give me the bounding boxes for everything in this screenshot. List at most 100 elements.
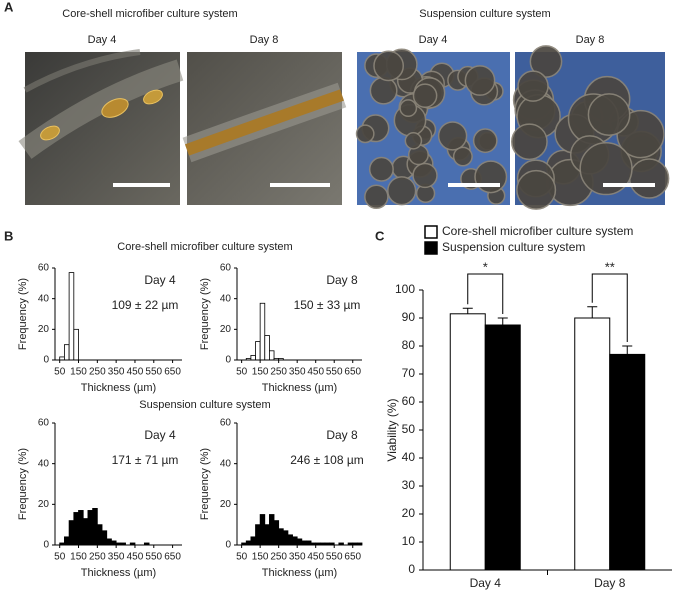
legend-swatch (424, 225, 438, 239)
legend-label: Suspension culture system (442, 240, 585, 254)
spheroid (437, 121, 468, 151)
x-tick-label: Day 8 (594, 576, 626, 590)
y-tick-label: 90 (402, 310, 416, 324)
image-label: Day 4 (88, 34, 117, 46)
image-label: Day 4 (419, 34, 448, 46)
annotation: 171 ± 71 µm (112, 453, 179, 467)
histogram-bar (68, 272, 75, 361)
bar (484, 324, 521, 571)
x-tick-label: 150 (252, 367, 269, 378)
spheroid (412, 162, 438, 189)
x-tick-label: 250 (270, 552, 287, 563)
annotation: Day 8 (326, 273, 358, 287)
x-tick-label: 350 (108, 367, 125, 378)
histogram-bar (101, 530, 108, 546)
x-tick-label: 450 (127, 367, 144, 378)
significance-label: ** (605, 259, 615, 274)
error-bar (462, 307, 473, 314)
spheroid (404, 131, 423, 150)
x-axis-label: Thickness (µm) (81, 382, 156, 394)
y-tick-label: 20 (38, 324, 50, 335)
histogram-bar (287, 534, 293, 546)
histogram-bar (82, 518, 89, 546)
spheroid (516, 169, 557, 210)
annotation: Day 8 (326, 428, 358, 442)
legend-label: Core-shell microfiber culture system (442, 224, 633, 238)
histogram-bar (87, 510, 94, 546)
panel-label: C (375, 228, 385, 243)
y-axis-label: Frequency (%) (199, 278, 211, 350)
histogram-bar (264, 524, 270, 546)
annotation: Day 4 (144, 428, 176, 442)
histogram-bar (273, 520, 280, 546)
y-tick-label: 60 (220, 418, 232, 429)
x-tick-label: 50 (54, 552, 66, 563)
histogram-bar (306, 540, 312, 546)
x-tick-label: 350 (108, 552, 125, 563)
annotation: 246 ± 108 µm (290, 453, 364, 467)
spheroid (412, 83, 438, 109)
x-tick-label: 50 (236, 552, 248, 563)
spheroid (368, 156, 394, 182)
y-axis-label: Frequency (%) (17, 448, 29, 520)
histogram-bar (264, 335, 270, 361)
histogram-bar (301, 540, 307, 546)
histogram-bar (269, 350, 275, 361)
x-tick-label: Day 4 (470, 576, 502, 590)
y-tick-label: 0 (43, 540, 49, 551)
y-tick-label: 80 (402, 338, 416, 352)
y-tick-label: 0 (225, 355, 231, 366)
spheroid (517, 70, 549, 102)
y-tick-label: 0 (43, 355, 49, 366)
x-tick-label: 650 (164, 552, 181, 563)
spheroid (510, 123, 548, 161)
spheroid (369, 76, 398, 105)
y-tick-label: 60 (220, 263, 232, 274)
panel-heading: Core-shell microfiber culture system (62, 8, 237, 20)
y-tick-label: 30 (402, 478, 416, 492)
histogram-bar (73, 328, 79, 361)
spheroid (373, 50, 405, 82)
x-tick-label: 550 (145, 552, 162, 563)
panel-heading: Suspension culture system (139, 399, 270, 411)
y-axis-label: Frequency (%) (199, 448, 211, 520)
panel-label: B (4, 228, 13, 243)
x-tick-label: 450 (127, 552, 144, 563)
x-tick-label: 50 (54, 367, 66, 378)
bar (449, 313, 486, 571)
histogram-bar (111, 540, 117, 546)
histogram-bar (255, 524, 261, 546)
y-tick-label: 50 (402, 422, 416, 436)
x-tick-label: 250 (270, 367, 287, 378)
x-tick-label: 250 (89, 552, 106, 563)
y-tick-label: 40 (38, 458, 50, 469)
histogram-bar (250, 536, 256, 546)
histogram-bar (92, 507, 98, 546)
histogram-bar (64, 344, 70, 361)
x-tick-label: 50 (236, 367, 248, 378)
histogram-bar (269, 514, 275, 546)
micrograph (355, 48, 510, 210)
x-tick-label: 650 (344, 552, 361, 563)
x-tick-label: 550 (145, 367, 162, 378)
x-tick-label: 550 (326, 367, 343, 378)
y-tick-label: 60 (38, 263, 50, 274)
x-tick-label: 450 (307, 367, 324, 378)
error-bar (587, 306, 598, 318)
y-tick-label: 20 (38, 499, 50, 510)
y-tick-label: 60 (38, 418, 50, 429)
annotation: Day 4 (144, 273, 176, 287)
x-axis-label: Thickness (µm) (262, 382, 337, 394)
image-label: Day 8 (576, 34, 605, 46)
y-tick-label: 40 (220, 458, 232, 469)
histogram-bar (282, 530, 289, 546)
spheroid (529, 45, 563, 78)
panel-heading: Core-shell microfiber culture system (117, 241, 292, 253)
y-tick-label: 20 (220, 499, 232, 510)
histogram-bar (292, 536, 298, 546)
y-tick-label: 20 (220, 324, 232, 335)
image-label: Day 8 (250, 34, 279, 46)
x-tick-label: 350 (289, 552, 306, 563)
